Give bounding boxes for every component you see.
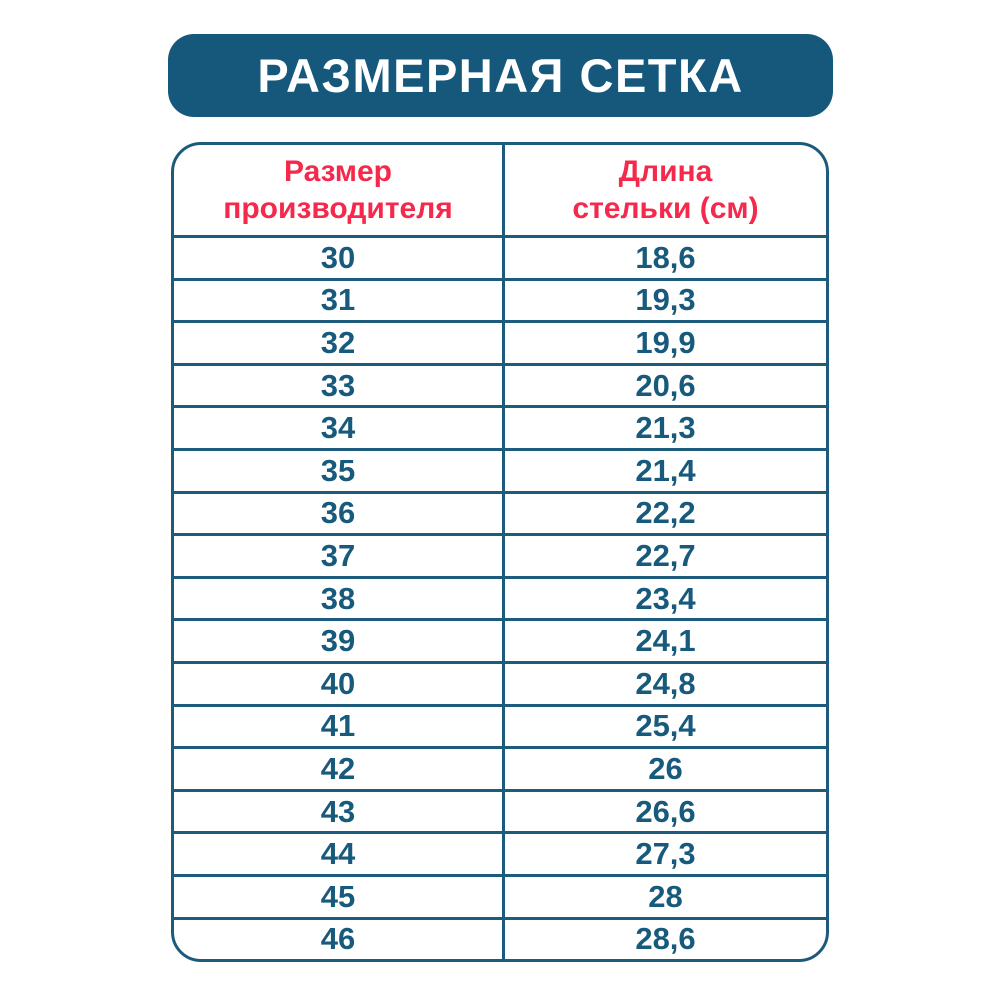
cell-insole-length: 28 (502, 876, 826, 917)
column-header-insole-length: Длина стельки (см) (502, 145, 826, 235)
column-header-manufacturer-size: Размер производителя (174, 145, 502, 235)
cell-insole-length: 20,6 (502, 365, 826, 406)
table-row: 41 25,4 (174, 703, 826, 747)
cell-manufacturer-size: 33 (320, 367, 356, 403)
table-row: 31 19,3 (174, 277, 826, 321)
table-row: 37 22,7 (174, 533, 826, 576)
cell-insole-length: 21,4 (502, 450, 826, 491)
cell-insole-length: 19,9 (502, 323, 826, 363)
column-header-line: производителя (223, 192, 453, 225)
cell-manufacturer-size: 45 (320, 878, 356, 914)
cell-manufacturer-size: 34 (320, 410, 356, 446)
page-title-text: РАЗМЕРНАЯ СЕТКА (257, 49, 744, 102)
table-row: 36 22,2 (174, 490, 826, 534)
cell-insole-length: 24,1 (502, 621, 826, 661)
cell-manufacturer-size: 32 (320, 324, 356, 360)
cell-insole-length: 28,6 (502, 919, 826, 959)
cell-manufacturer-size: 36 (320, 495, 356, 531)
column-header-line: стельки (см) (572, 192, 759, 225)
cell-insole-length: 21,3 (502, 408, 826, 448)
table-row: 44 27,3 (174, 831, 826, 874)
column-header-line: Размер (283, 154, 393, 188)
table-row: 35 21,4 (174, 447, 826, 491)
cell-manufacturer-size: 40 (320, 665, 356, 701)
cell-manufacturer-size: 39 (320, 623, 356, 659)
table-row: 30 18,6 (174, 238, 826, 278)
cell-insole-length: 24,8 (502, 663, 826, 704)
cell-insole-length: 25,4 (502, 706, 826, 747)
cell-manufacturer-size: 38 (320, 580, 356, 616)
cell-manufacturer-size: 37 (320, 537, 356, 573)
cell-manufacturer-size: 35 (320, 452, 356, 488)
cell-insole-length: 27,3 (502, 834, 826, 874)
cell-insole-length: 26 (502, 749, 826, 789)
cell-insole-length: 19,3 (502, 280, 826, 321)
cell-insole-length: 18,6 (502, 238, 826, 278)
cell-manufacturer-size: 43 (320, 793, 356, 829)
cell-manufacturer-size: 44 (320, 836, 356, 872)
table-header-row: Размер производителя Длина стельки (см) (174, 145, 826, 238)
table-row: 38 23,4 (174, 575, 826, 619)
table-row: 34 21,3 (174, 405, 826, 448)
column-header-line: Длина (618, 154, 713, 188)
table-row: 42 26 (174, 746, 826, 789)
table-row: 33 20,6 (174, 362, 826, 406)
table-row: 43 26,6 (174, 788, 826, 832)
table-row: 40 24,8 (174, 660, 826, 704)
table-row: 46 28,6 (174, 916, 826, 959)
table-row: 32 19,9 (174, 320, 826, 363)
cell-manufacturer-size: 42 (320, 750, 356, 786)
cell-insole-length: 22,2 (502, 493, 826, 534)
table-row: 39 24,1 (174, 618, 826, 661)
cell-manufacturer-size: 46 (320, 921, 356, 957)
size-table: Размер производителя Длина стельки (см) … (171, 142, 829, 962)
cell-manufacturer-size: 41 (320, 708, 356, 744)
table-row: 45 28 (174, 873, 826, 917)
cell-manufacturer-size: 30 (320, 239, 356, 275)
cell-insole-length: 22,7 (502, 536, 826, 576)
cell-insole-length: 26,6 (502, 791, 826, 832)
cell-insole-length: 23,4 (502, 578, 826, 619)
page-title: РАЗМЕРНАЯ СЕТКА (168, 34, 833, 117)
cell-manufacturer-size: 31 (320, 282, 356, 318)
table-body: 30 18,6 31 19,3 32 19,9 33 20,6 34 21,3 35 21,4 36 22… (174, 238, 826, 959)
